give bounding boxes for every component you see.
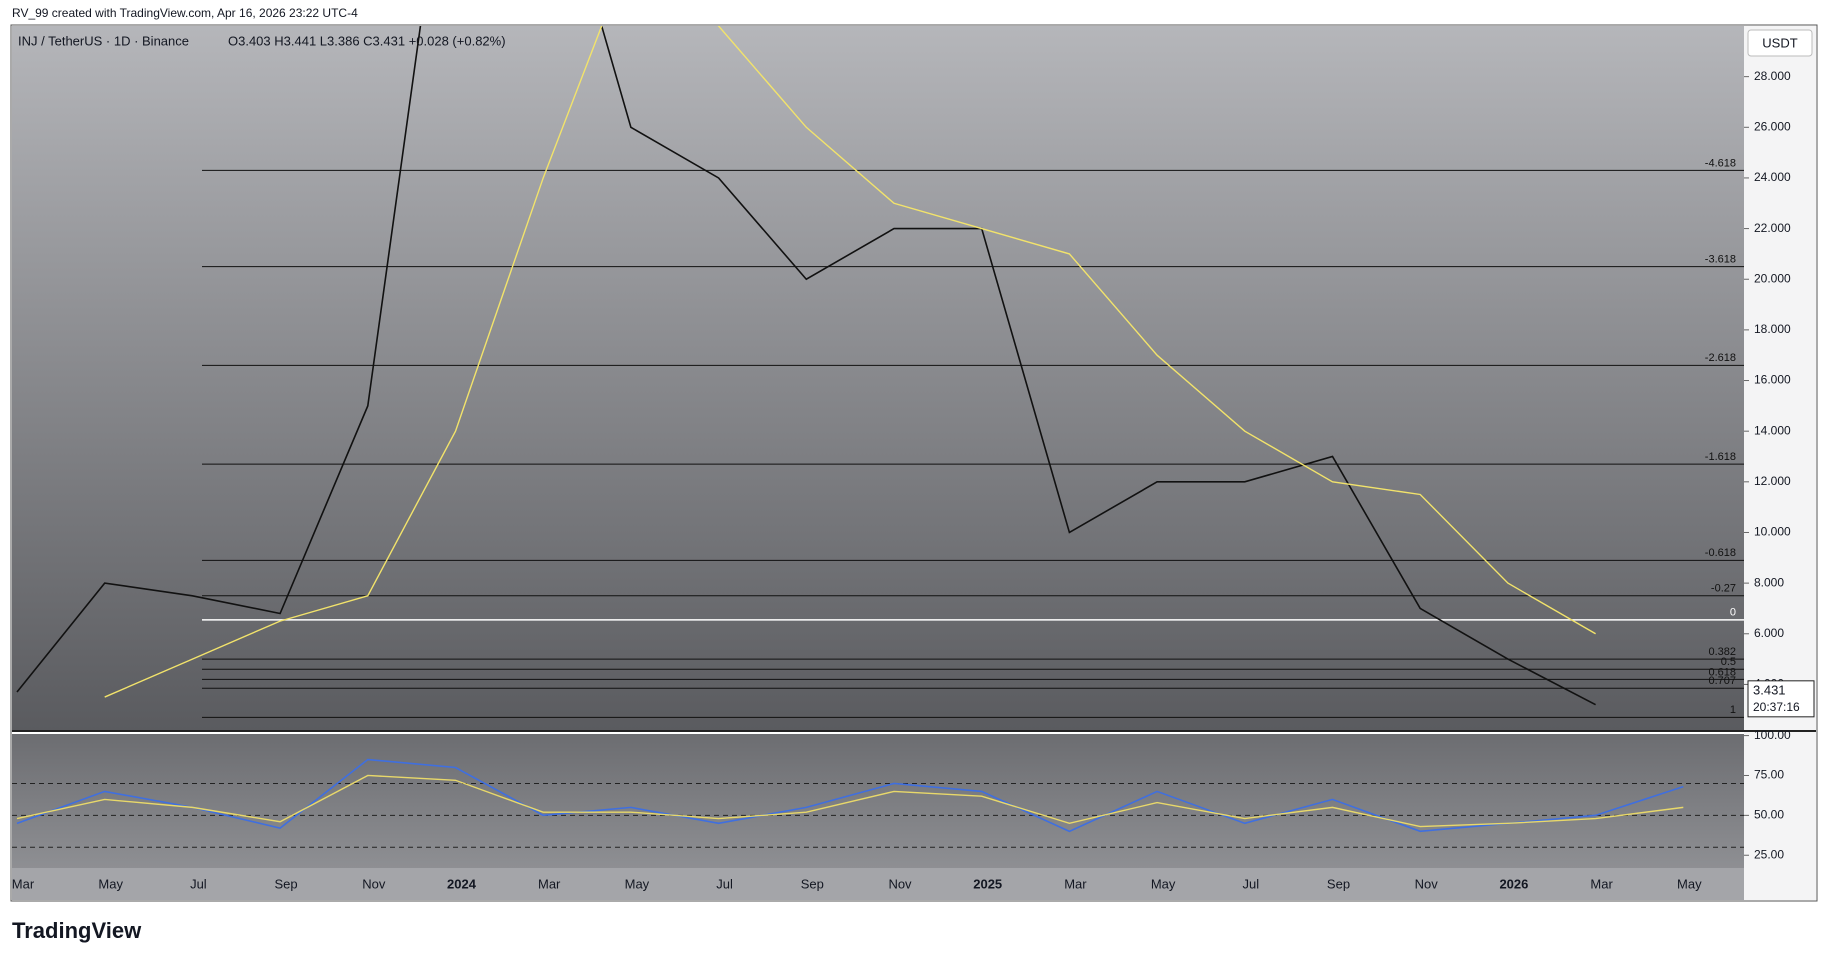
y-tick-label: 20.000: [1754, 271, 1791, 285]
currency-button[interactable]: [1747, 29, 1813, 57]
fib-label: 0: [1730, 607, 1736, 619]
series-line: [16, 758, 1684, 833]
series-line: [104, 26, 1596, 698]
x-tick-label: May: [1151, 876, 1176, 891]
last-price: 3.431: [1753, 682, 1786, 697]
fib-label: -0.27: [1711, 583, 1736, 595]
rsi-plot: [12, 758, 1744, 848]
y-tick-label: 16.000: [1754, 373, 1791, 387]
fib-label: -4.618: [1705, 157, 1736, 169]
x-tick-label: Sep: [1327, 876, 1350, 891]
price-plot: -4.618 -3.618 -2.618 -1.618 -0.618 -0.27 0 0.38…: [16, 26, 1744, 718]
x-tick-label: Mar: [12, 876, 35, 891]
y-tick-label: 18.000: [1754, 322, 1791, 336]
rsi-pane: [12, 734, 1744, 868]
x-tick-label: Mar: [538, 876, 561, 891]
fib-label: 1: [1730, 704, 1736, 716]
x-tick-label: Mar: [1590, 876, 1613, 891]
x-tick-label: 2024: [447, 876, 477, 891]
series-line: [16, 26, 1596, 706]
fib-label: -1.618: [1705, 451, 1736, 463]
fib-label: 0.618: [1708, 666, 1736, 678]
y-tick-label: 8.000: [1754, 575, 1784, 589]
symbol: INJ / TetherUS · 1D · Binance: [18, 33, 189, 48]
x-tick-label: Sep: [275, 876, 298, 891]
y-tick-label: 12.000: [1754, 474, 1791, 488]
fib-label: -2.618: [1705, 352, 1736, 364]
time-axis: [12, 868, 1744, 900]
ohlc: O3.403 H3.441 L3.386 C3.431 +0.028 (+0.8…: [228, 33, 506, 48]
x-tick-label: Sep: [801, 876, 824, 891]
credit: RV_99 created with TradingView.com, Apr …: [12, 6, 358, 20]
countdown: 20:37:16: [1753, 700, 1800, 714]
y-tick-label: 26.000: [1754, 119, 1791, 133]
y-tick-label: 25.00: [1754, 847, 1784, 861]
x-tick-label: Nov: [362, 876, 386, 891]
x-tick-label: Jul: [190, 876, 207, 891]
x-tick-label: May: [625, 876, 650, 891]
x-tick-label: Jul: [716, 876, 733, 891]
frame: [10, 24, 1818, 902]
y-tick-label: 100.00: [1754, 728, 1791, 742]
fib-label: -3.618: [1705, 253, 1736, 265]
x-tick-label: May: [1677, 876, 1702, 891]
y-tick-label: 6.000: [1754, 626, 1784, 640]
fib-label: 0.382: [1708, 646, 1736, 658]
y-tick-label: 75.00: [1754, 768, 1784, 782]
series-line: [16, 774, 1684, 828]
fib-label: 0.707: [1708, 675, 1736, 687]
brand: TradingView: [12, 918, 142, 943]
y-tick-label: 10.000: [1754, 525, 1791, 539]
y-tick-label: 22.000: [1754, 221, 1791, 235]
last-price-box: [1747, 680, 1815, 718]
x-tick-label: Mar: [1064, 876, 1087, 891]
x-tick-label: 2025: [973, 876, 1002, 891]
y-tick-label: 50.00: [1754, 808, 1784, 822]
x-tick-label: May: [98, 876, 123, 891]
fib-label: -0.618: [1705, 547, 1736, 559]
x-tick-label: 2026: [1499, 876, 1528, 891]
y-tick-label: 14.000: [1754, 423, 1791, 437]
price-pane: [12, 26, 1744, 730]
price-axis: [1744, 26, 1816, 900]
currency: USDT: [1762, 35, 1797, 50]
x-tick-label: Nov: [1415, 876, 1439, 891]
x-tick-label: Nov: [888, 876, 912, 891]
x-tick-label: Jul: [1242, 876, 1259, 891]
y-tick-label: 24.000: [1754, 170, 1791, 184]
fib-label: 0.5: [1721, 656, 1736, 668]
y-tick-label: 28.000: [1754, 69, 1791, 83]
